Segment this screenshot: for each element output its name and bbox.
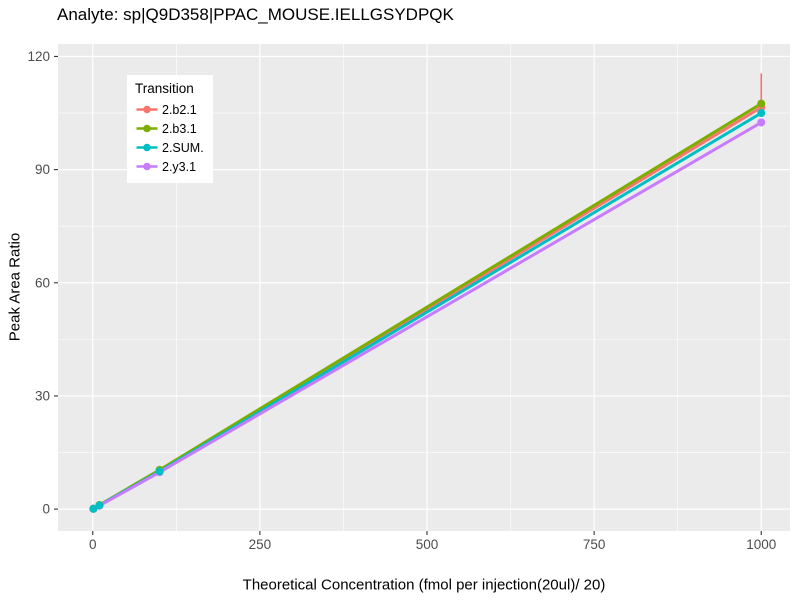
legend-item: 2.y3.1	[135, 157, 204, 176]
x-tick-label: 1000	[746, 537, 776, 552]
legend-title: Transition	[135, 81, 194, 96]
axis-ticks	[54, 55, 762, 535]
data-point	[757, 118, 766, 127]
y-axis-title: Peak Area Ratio	[6, 232, 24, 342]
data-point	[757, 99, 766, 108]
y-tick-label: 120	[27, 49, 50, 64]
legend-item-label: 2.b2.1	[162, 102, 197, 117]
legend-item: 2.b2.1	[135, 100, 204, 119]
legend-item: 2.b3.1	[135, 119, 204, 138]
x-tick-label: 0	[89, 537, 97, 552]
legend-key-icon	[136, 162, 158, 171]
x-tick-label: 750	[583, 537, 606, 552]
legend-key-icon	[136, 124, 158, 133]
x-tick-label: 500	[416, 537, 439, 552]
legend-item-label: 2.y3.1	[162, 159, 197, 174]
x-tick-label: 250	[249, 537, 272, 552]
y-tick-label: 60	[35, 275, 50, 290]
chart-title: Analyte: sp|Q9D358|PPAC_MOUSE.IELLGSYDPQ…	[57, 5, 454, 24]
data-point	[95, 501, 104, 510]
data-point	[757, 109, 766, 118]
legend-item-label: 2.b3.1	[162, 121, 197, 136]
data-point	[155, 467, 164, 476]
y-tick-label: 90	[35, 162, 50, 177]
data-point	[89, 504, 98, 513]
y-tick-label: 30	[35, 388, 50, 403]
legend-item-label: 2.SUM.	[162, 140, 204, 155]
minor-gridlines	[58, 44, 790, 531]
legend-items: 2.b2.1 2.b3.1 2.SUM. 2.y3.1	[135, 100, 204, 176]
x-axis-title: Theoretical Concentration (fmol per inje…	[242, 576, 606, 594]
legend-item: 2.SUM.	[135, 138, 204, 157]
legend-key-icon	[136, 143, 158, 152]
legend: Transition 2.b2.1 2.b3.1 2.SUM. 2.y3.1	[127, 75, 213, 183]
y-tick-label: 0	[42, 502, 50, 517]
legend-key-icon	[136, 105, 158, 114]
